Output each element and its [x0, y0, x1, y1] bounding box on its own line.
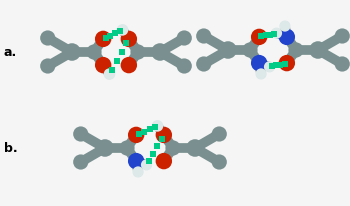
Point	[267, 33, 273, 36]
Point	[216, 132, 222, 136]
Point	[257, 61, 262, 65]
Point	[216, 160, 222, 164]
Point	[192, 146, 198, 150]
Point	[133, 159, 139, 163]
Point	[272, 32, 277, 35]
Point	[315, 48, 321, 52]
Point	[181, 36, 187, 40]
Point	[282, 25, 288, 28]
Point	[112, 32, 118, 35]
Text: a.: a.	[4, 46, 17, 59]
Point	[159, 137, 164, 140]
Point	[45, 64, 50, 68]
Point	[107, 73, 112, 76]
Point	[119, 50, 124, 54]
Point	[117, 29, 123, 33]
Point	[267, 65, 272, 69]
Point	[133, 133, 139, 137]
Point	[157, 50, 163, 54]
Point	[108, 34, 113, 37]
Point	[225, 48, 231, 52]
Point	[147, 128, 152, 131]
Point	[150, 152, 156, 155]
Point	[340, 62, 345, 66]
Point	[100, 37, 106, 41]
Point	[45, 36, 50, 40]
Point	[278, 63, 283, 66]
Text: b.: b.	[4, 142, 18, 154]
Point	[126, 63, 132, 67]
Point	[293, 48, 299, 52]
Point	[78, 160, 84, 164]
Point	[181, 64, 187, 68]
Point	[155, 144, 160, 148]
Point	[144, 163, 149, 166]
Point	[259, 35, 264, 38]
Point	[126, 37, 132, 41]
Point	[146, 159, 152, 163]
Point	[124, 42, 129, 45]
Point	[124, 146, 130, 150]
Point	[284, 35, 289, 39]
Point	[103, 36, 108, 39]
Point	[273, 64, 279, 67]
Point	[69, 50, 75, 54]
Point	[282, 62, 287, 65]
Point	[135, 50, 141, 54]
Point	[91, 50, 97, 54]
Point	[274, 32, 279, 35]
Point	[152, 125, 158, 129]
Point	[340, 34, 345, 38]
Point	[161, 133, 167, 137]
Point	[114, 59, 120, 63]
Point	[257, 35, 262, 39]
Point	[100, 63, 106, 67]
Point	[247, 48, 253, 52]
Point	[109, 68, 115, 71]
Point	[141, 130, 147, 133]
Point	[269, 65, 274, 68]
Point	[201, 62, 206, 66]
Point	[135, 170, 141, 174]
Point	[258, 72, 264, 76]
Point	[201, 34, 206, 38]
Point	[136, 132, 142, 135]
Point	[161, 159, 167, 163]
Point	[170, 146, 176, 150]
Point	[102, 146, 108, 150]
Point	[78, 132, 84, 136]
Point	[155, 124, 160, 128]
Point	[263, 34, 268, 37]
Point	[120, 28, 125, 32]
Point	[284, 61, 289, 65]
